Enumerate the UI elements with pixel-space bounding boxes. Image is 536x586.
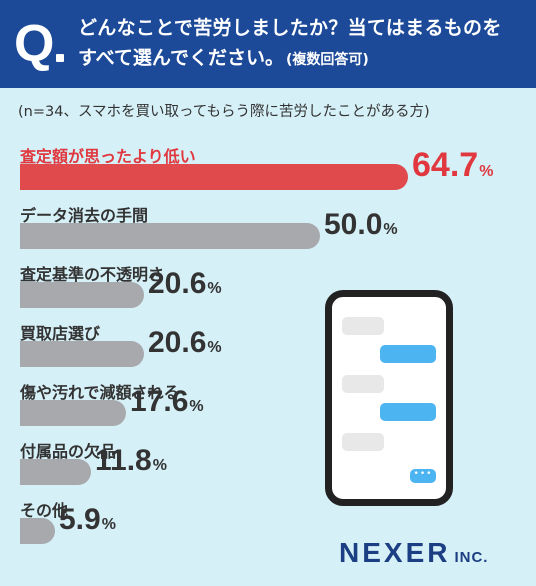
- bar-value-number: 11.8: [95, 444, 152, 478]
- bar-value-unit: %: [152, 457, 167, 475]
- bar-value-label: 50.0%: [324, 208, 398, 242]
- bar-value-number: 17.6: [130, 385, 189, 419]
- bar-label: 査定基準の不透明さ: [20, 265, 165, 284]
- bar-label: データ消去の手間: [20, 206, 149, 225]
- chat-bubble-received: [342, 433, 384, 451]
- question-text-line2: すべて選んでください。 (複数回答可): [78, 46, 369, 72]
- bar-value-label: 64.7%: [412, 146, 493, 185]
- bar-value-label: 20.6%: [148, 326, 222, 360]
- bar: [20, 518, 55, 544]
- bar-value-label: 5.9%: [59, 503, 116, 537]
- bar-value-unit: %: [479, 162, 494, 180]
- smartphone-chat-icon: •••: [325, 290, 453, 506]
- question-subnote: (複数回答可): [285, 52, 369, 68]
- chat-bubble-sent: [380, 345, 436, 363]
- chat-bubble-received: [342, 317, 384, 335]
- question-letter-dot: [56, 54, 64, 62]
- bar-value-unit: %: [101, 516, 116, 534]
- bar-value-unit: %: [189, 398, 204, 416]
- bar-value-unit: %: [207, 339, 222, 357]
- bar-value-number: 20.6: [148, 267, 207, 301]
- bar-label: 査定額が思ったより低い: [20, 147, 196, 166]
- bar: [20, 341, 144, 367]
- question-text-line1: どんなことで苦労しましたか？当てはまるものを: [78, 17, 502, 39]
- bar-label: 傷や汚れで減額される: [20, 383, 180, 402]
- bar: [20, 459, 91, 485]
- question-header: Q どんなことで苦労しましたか？当てはまるものを すべて選んでください。 (複数回…: [0, 0, 536, 88]
- bar-label: 買取店選び: [20, 324, 101, 343]
- sample-note: (n=34、スマホを買い取ってもらう際に苦労したことがある方): [18, 104, 430, 120]
- bar-value-number: 50.0: [324, 208, 383, 242]
- bar-value-label: 17.6%: [130, 385, 204, 419]
- bar-value-unit: %: [207, 280, 222, 298]
- bar-value-unit: %: [383, 221, 398, 239]
- logo-suffix-text: INC.: [454, 549, 489, 566]
- bar: [20, 164, 408, 190]
- bar-value-number: 64.7: [412, 145, 479, 184]
- company-logo: NEXER INC.: [339, 537, 488, 569]
- logo-main-text: NEXER: [339, 537, 451, 568]
- bar-value-number: 20.6: [148, 326, 207, 360]
- bar: [20, 400, 126, 426]
- bar: [20, 282, 144, 308]
- chat-bubble-sent: [380, 403, 436, 421]
- question-text-line2-main: すべて選んでください。: [78, 47, 284, 69]
- bar-value-number: 5.9: [59, 503, 101, 537]
- bar: [20, 223, 320, 249]
- bar-label: その他: [20, 501, 69, 520]
- chat-bubble-received: [342, 375, 384, 393]
- typing-bubble-icon: •••: [410, 469, 436, 483]
- bar-value-label: 20.6%: [148, 267, 222, 301]
- question-mark-letter: Q: [14, 15, 55, 73]
- bar-value-label: 11.8%: [95, 444, 167, 478]
- bar-label: 付属品の欠品: [20, 442, 117, 461]
